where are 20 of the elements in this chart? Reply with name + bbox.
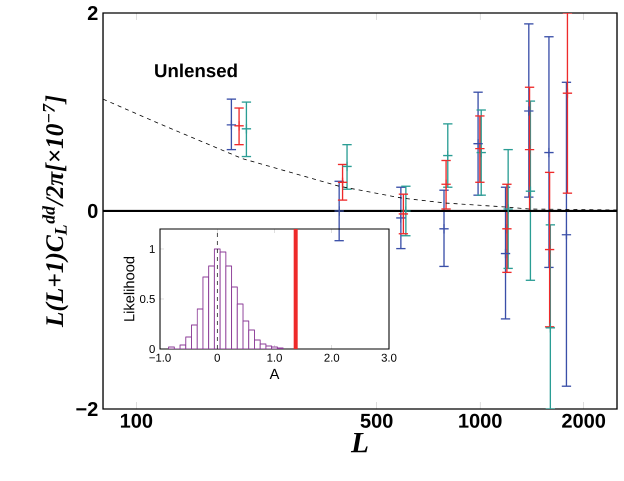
y-tick-label: 0: [88, 204, 98, 218]
x-tick-label: 2000: [562, 414, 606, 428]
x-tick-label: 1000: [459, 414, 502, 428]
annotation: Unlensed: [155, 64, 237, 78]
x-tick-label: −1.0: [149, 354, 171, 362]
x-axis-title: L: [350, 433, 368, 452]
x-tick-label: 1.0: [267, 354, 282, 362]
y-axis-title: Likelihood: [124, 256, 134, 321]
x-tick-label: 3.0: [382, 354, 396, 362]
x-tick-label: 0: [214, 354, 220, 362]
y-tick-label: −2: [76, 402, 98, 416]
y-tick-label: 2: [88, 6, 98, 20]
y-axis-title: L(L+1)C$_{L}$$^{dd}$/2π[×10$^{−7}$]: [42, 96, 68, 328]
x-tick-label: 2.0: [324, 354, 340, 362]
x-axis-title: A: [270, 368, 280, 379]
x-tick-label: 500: [360, 414, 393, 428]
y-tick-label: 0.5: [140, 294, 155, 303]
x-tick-label: 100: [120, 414, 152, 428]
y-tick-label: 0: [149, 344, 155, 353]
y-tick-label: 1: [150, 245, 155, 253]
